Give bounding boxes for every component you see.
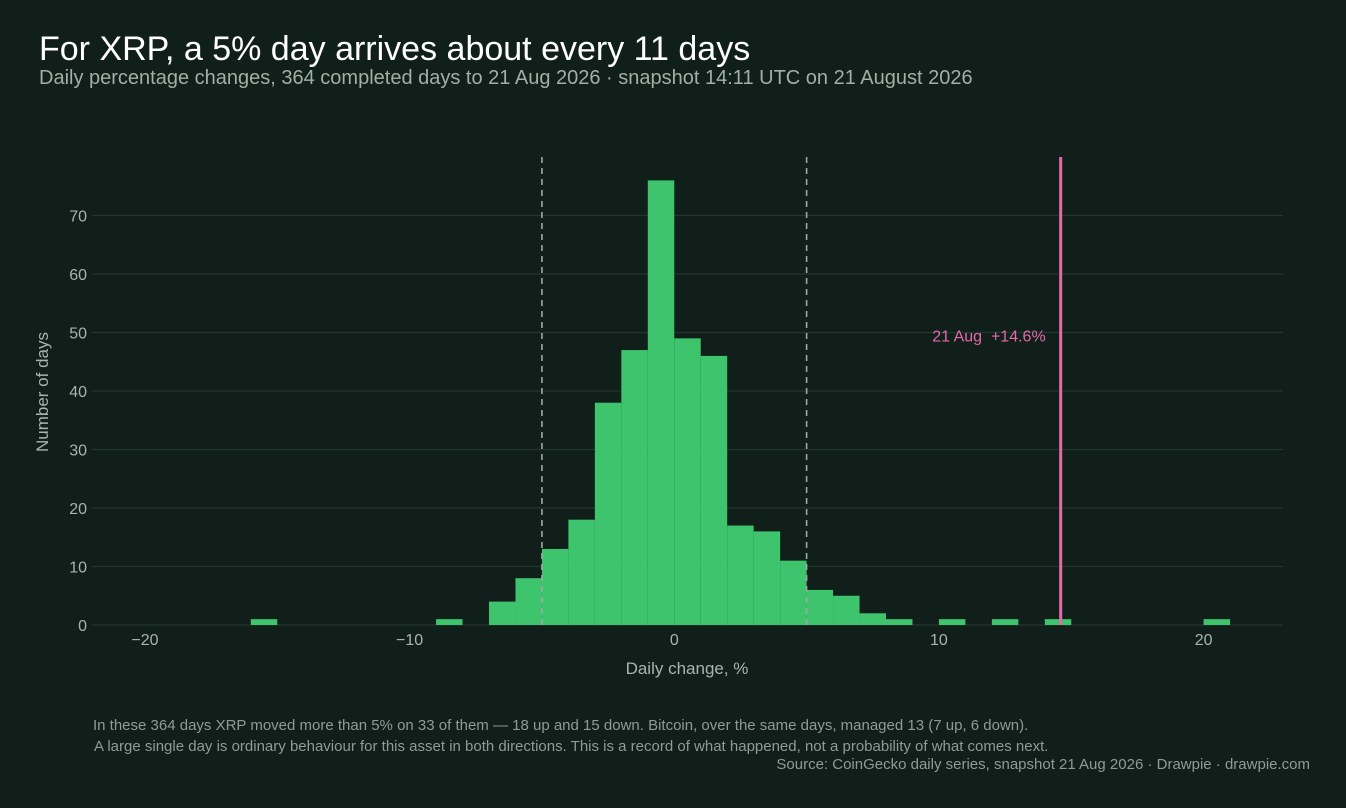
x-tick-label: 0 — [670, 632, 679, 649]
footnote-line-1: In these 364 days XRP moved more than 5%… — [93, 717, 1029, 734]
histogram-bar — [991, 619, 1019, 625]
x-tick-label: 20 — [1195, 632, 1213, 649]
histogram-bar — [594, 402, 622, 625]
y-tick-label: 50 — [69, 326, 87, 343]
y-tick-label: 20 — [69, 501, 87, 518]
y-tick-label: 0 — [78, 618, 87, 635]
histogram-bar — [647, 180, 675, 625]
histogram-bar — [568, 519, 595, 625]
histogram-bar — [250, 619, 278, 625]
chart-title: For XRP, a 5% day arrives about every 11… — [39, 30, 751, 68]
histogram-bar — [753, 531, 781, 625]
x-tick-label: 10 — [930, 632, 948, 649]
histogram-bar — [700, 355, 728, 625]
histogram-bar — [1044, 619, 1072, 625]
threshold-lines — [541, 157, 808, 625]
histogram-chart: 21 Aug +14.6% 0 10 20 30 40 50 60 70 −20 −10 0 10 20… — [33, 157, 1283, 678]
highlight-marker: 21 Aug +14.6% — [932, 157, 1063, 625]
histogram-bar — [859, 613, 886, 625]
y-tick-label: 70 — [69, 209, 87, 226]
y-tick-label: 60 — [69, 267, 87, 284]
y-tick-label: 40 — [69, 384, 87, 401]
histogram-bar — [489, 601, 516, 625]
histogram-bars — [250, 180, 1231, 625]
histogram-bar — [780, 560, 807, 625]
footnote-line-2: A large single day is ordinary behaviour… — [94, 738, 1049, 755]
histogram-bar — [674, 338, 701, 625]
histogram-bar — [938, 619, 966, 625]
x-tick-label: −10 — [396, 632, 423, 649]
y-tick-label: 30 — [69, 443, 87, 460]
x-axis-label: Daily change, % — [626, 659, 749, 678]
histogram-bar — [806, 589, 834, 625]
histogram-bar — [1203, 619, 1231, 625]
histogram-bar — [436, 619, 463, 625]
histogram-bar — [833, 595, 860, 625]
y-axis-label: Number of days — [33, 332, 52, 452]
highlight-label: 21 Aug +14.6% — [932, 329, 1045, 346]
histogram-bar — [541, 548, 569, 625]
chart-subtitle: Daily percentage changes, 364 completed … — [39, 67, 973, 89]
y-tick-label: 10 — [69, 560, 87, 577]
axis-ticks: 0 10 20 30 40 50 60 70 −20 −10 0 10 20 — [69, 209, 1212, 650]
x-tick-label: −20 — [131, 632, 158, 649]
histogram-bar — [727, 525, 754, 625]
histogram-bar — [515, 578, 542, 625]
histogram-bar — [886, 619, 913, 625]
source-credit: Source: CoinGecko daily series, snapshot… — [776, 756, 1310, 773]
histogram-bar — [621, 350, 648, 625]
